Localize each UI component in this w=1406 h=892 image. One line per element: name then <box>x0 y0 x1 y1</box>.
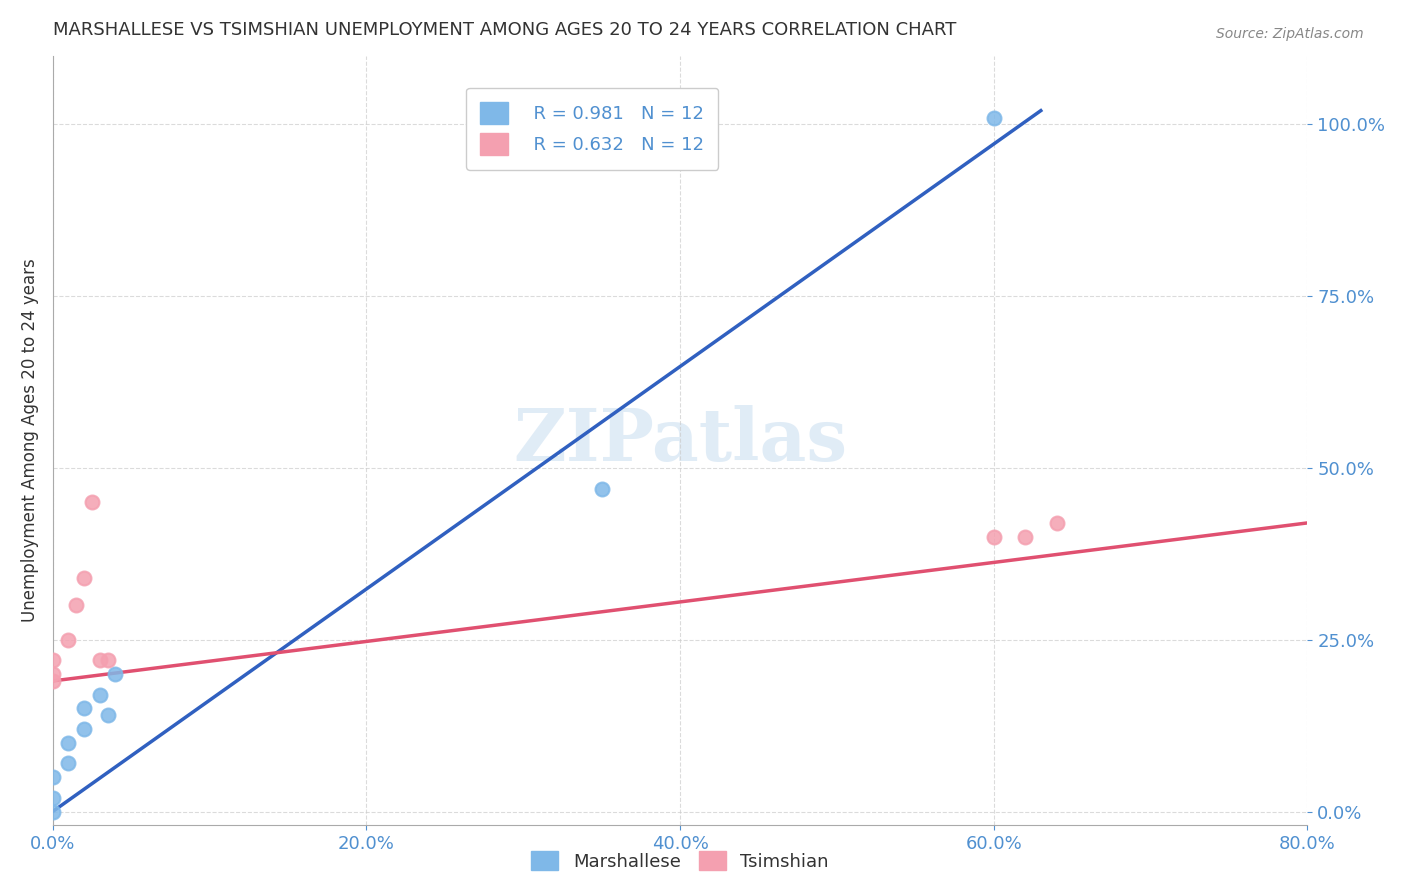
Y-axis label: Unemployment Among Ages 20 to 24 years: Unemployment Among Ages 20 to 24 years <box>21 259 39 623</box>
Point <box>1014 530 1036 544</box>
Point <box>1045 516 1067 530</box>
Point <box>983 111 1005 125</box>
Point <box>41 673 63 688</box>
Point <box>41 805 63 819</box>
Point <box>983 530 1005 544</box>
Point <box>41 790 63 805</box>
Text: ZIPatlas: ZIPatlas <box>513 405 848 476</box>
Point <box>104 667 127 681</box>
Point <box>41 770 63 784</box>
Point <box>73 571 96 585</box>
Point <box>89 653 111 667</box>
Point <box>97 708 120 723</box>
Point <box>58 736 80 750</box>
Point <box>97 653 120 667</box>
Legend: Marshallese, Tsimshian: Marshallese, Tsimshian <box>524 844 837 878</box>
Point <box>65 599 87 613</box>
Point <box>80 495 103 509</box>
Point <box>89 688 111 702</box>
Point <box>73 701 96 715</box>
Point <box>58 756 80 771</box>
Point <box>58 632 80 647</box>
Point <box>73 722 96 736</box>
Text: MARSHALLESE VS TSIMSHIAN UNEMPLOYMENT AMONG AGES 20 TO 24 YEARS CORRELATION CHAR: MARSHALLESE VS TSIMSHIAN UNEMPLOYMENT AM… <box>52 21 956 39</box>
Text: Source: ZipAtlas.com: Source: ZipAtlas.com <box>1216 27 1364 41</box>
Point <box>41 667 63 681</box>
Point <box>41 653 63 667</box>
Point <box>591 482 613 496</box>
